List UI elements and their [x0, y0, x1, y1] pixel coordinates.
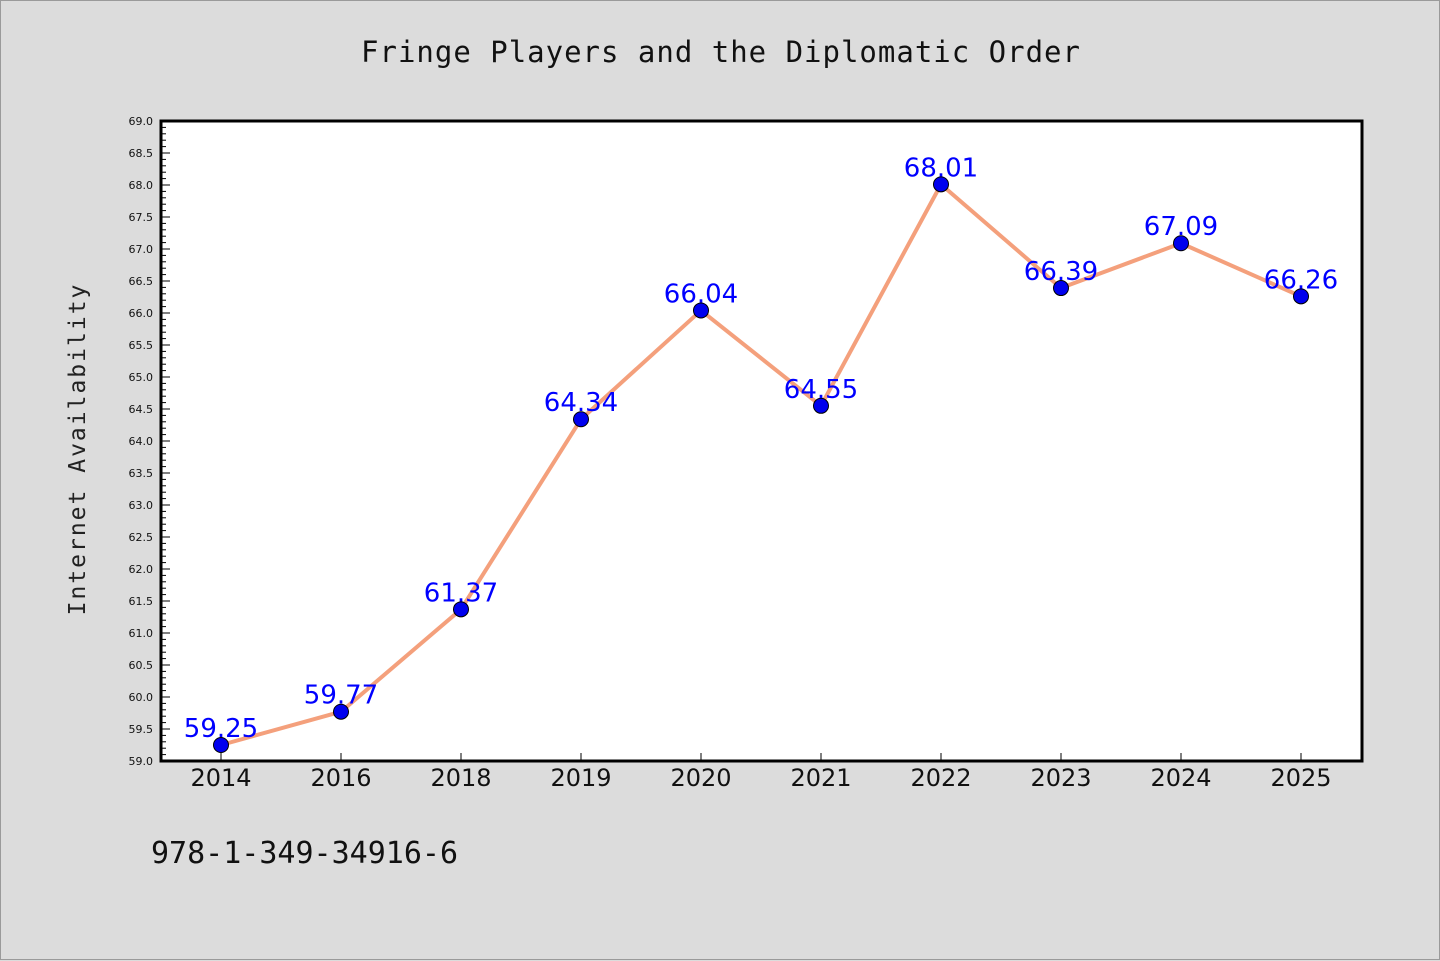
x-tick-label: 2016 [310, 764, 371, 792]
y-tick-label: 59.5 [129, 723, 154, 736]
data-label: 67.09 [1144, 212, 1218, 242]
y-tick-label: 66.0 [129, 307, 154, 320]
x-tick-label: 2019 [550, 764, 611, 792]
y-tick-label: 62.0 [129, 563, 154, 576]
y-tick-label: 68.5 [129, 147, 154, 160]
data-point [1173, 235, 1189, 252]
plot-background [161, 121, 1362, 761]
y-tick-label: 68.0 [129, 179, 154, 192]
y-tick-label: 66.5 [129, 275, 154, 288]
plot-frame [159, 119, 1364, 763]
x-tick-label: 2020 [670, 764, 731, 792]
data-point [1053, 280, 1069, 297]
chart-title: Fringe Players and the Diplomatic Order [361, 35, 1081, 69]
y-tick-label: 69.0 [129, 115, 154, 128]
data-point [333, 703, 349, 720]
isbn-code: 978-1-349-34916-6 [151, 836, 459, 871]
y-tick-label: 61.5 [129, 595, 154, 608]
x-tick-label: 2014 [190, 764, 251, 792]
y-tick-label: 61.0 [129, 627, 154, 640]
data-point [933, 176, 949, 193]
y-tick-label: 63.5 [129, 467, 154, 480]
data-point [693, 302, 709, 319]
series-line [219, 182, 1303, 747]
y-tick-label: 64.5 [129, 403, 154, 416]
y-tick-label: 67.5 [129, 211, 154, 224]
data-point [1293, 288, 1309, 305]
y-tick-label: 65.5 [129, 339, 154, 352]
data-point [453, 601, 469, 618]
x-tick-label: 2025 [1270, 764, 1331, 792]
y-tick-label: 65.0 [129, 371, 154, 384]
data-label: 66.04 [664, 279, 738, 309]
data-label: 61.37 [424, 578, 498, 608]
data-point [213, 737, 229, 753]
data-label: 66.39 [1024, 257, 1098, 287]
y-tick-label: 60.5 [129, 659, 154, 672]
y-tick-label: 59.0 [129, 755, 154, 768]
x-tick-label: 2021 [790, 764, 851, 792]
data-label: 64.34 [544, 388, 618, 418]
x-tick-label: 2024 [1150, 764, 1211, 792]
x-tick-label: 2023 [1030, 764, 1091, 792]
data-label: 68.01 [904, 153, 978, 183]
data-point [573, 411, 589, 428]
data-label: 64.55 [784, 375, 858, 405]
x-tick-label: 2022 [910, 764, 971, 792]
data-label: 66.26 [1264, 265, 1338, 295]
y-tick-label: 60.0 [129, 691, 154, 704]
data-label: 59.77 [304, 681, 378, 711]
y-tick-label: 67.0 [129, 243, 154, 256]
x-tick-label: 2018 [430, 764, 491, 792]
y-tick-label: 62.5 [129, 531, 154, 544]
y-tick-label: 64.0 [129, 435, 154, 448]
data-label: 59.25 [184, 714, 258, 744]
data-point [813, 397, 829, 414]
y-tick-label: 63.0 [129, 499, 154, 512]
